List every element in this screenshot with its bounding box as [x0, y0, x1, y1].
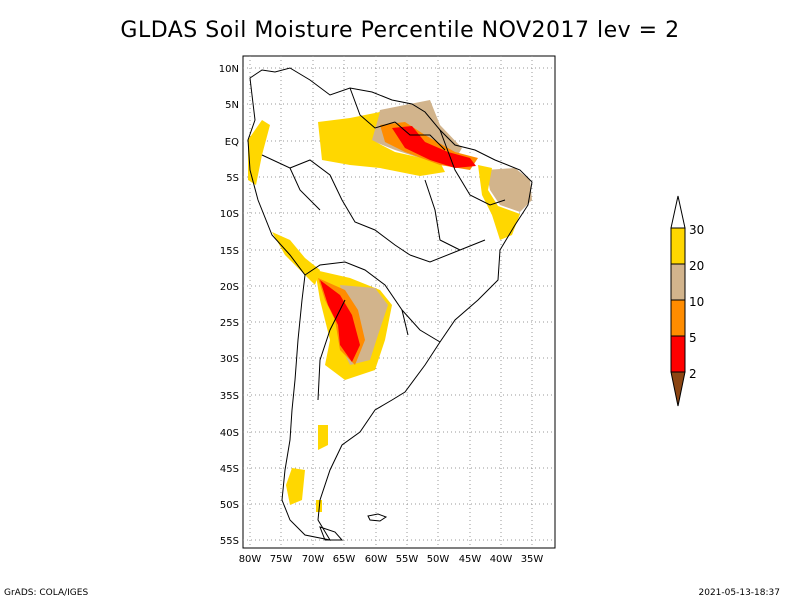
patch-yellow-patagonia-1: [318, 425, 328, 450]
border-3: [261, 154, 321, 211]
patch-yellow-north: [318, 112, 445, 176]
lon-label: 40W: [490, 554, 513, 565]
legend-band-20-30: [670, 227, 686, 265]
lat-label: 55S: [220, 536, 239, 547]
lon-label: 55W: [396, 554, 419, 565]
lon-label: 70W: [302, 554, 325, 565]
legend-label: 5: [689, 331, 697, 345]
lon-label: 80W: [239, 554, 262, 565]
lon-label: 75W: [270, 554, 293, 565]
lat-label: 5S: [226, 173, 239, 184]
patch-tan-ne: [486, 168, 532, 212]
lat-label: EQ: [225, 137, 239, 148]
percentile-patches: [248, 100, 532, 512]
grid: [243, 56, 555, 548]
patch-yellow-nw: [248, 120, 270, 185]
falklands: [367, 513, 388, 522]
legend-below: [670, 371, 686, 407]
border-8: [401, 309, 441, 343]
border-10: [424, 179, 461, 251]
lon-label: 45W: [459, 554, 482, 565]
lat-label: 25S: [220, 318, 239, 329]
footer-credit: GrADS: COLA/IGES: [4, 588, 89, 598]
border-9: [439, 129, 506, 206]
lon-label: 65W: [333, 554, 356, 565]
legend-labels: 30 20 10 5 2: [689, 223, 704, 381]
legend-label: 10: [689, 295, 704, 309]
legend-band-2-5: [670, 335, 686, 373]
lat-label: 20S: [220, 282, 239, 293]
footer-timestamp: 2021-05-13-18:37: [698, 588, 781, 598]
patch-red-north: [392, 126, 476, 168]
border-5: [317, 299, 346, 401]
lat-labels: 10N 5N EQ 5S 10S 15S 20S 25S 30S 35S 40S…: [219, 64, 239, 547]
map-title: GLDAS Soil Moisture Percentile NOV2017 l…: [120, 18, 680, 43]
border-6: [409, 239, 486, 263]
lat-label: 50S: [220, 500, 239, 511]
color-legend: [670, 195, 686, 407]
legend-band-10-20: [670, 263, 686, 301]
lat-label: 15S: [220, 246, 239, 257]
patch-red-south: [320, 280, 360, 362]
lon-label: 60W: [365, 554, 388, 565]
lat-label: 5N: [225, 100, 239, 111]
lat-label: 45S: [220, 464, 239, 475]
border-7: [394, 121, 446, 151]
lat-label: 40S: [220, 428, 239, 439]
lon-label: 50W: [427, 554, 450, 565]
plot-frame: [242, 55, 556, 549]
legend-band-5-10: [670, 299, 686, 337]
south-america-outline: [247, 67, 533, 541]
lat-label: 30S: [220, 354, 239, 365]
lat-label: 10S: [220, 209, 239, 220]
legend-label: 30: [689, 223, 704, 237]
legend-above: [670, 195, 686, 229]
patch-yellow-andes: [272, 232, 320, 285]
patch-yellow-ne: [478, 165, 520, 240]
lon-labels: 80W 75W 70W 65W 60W 55W 50W 45W 40W 35W: [239, 554, 544, 565]
lat-label: 10N: [219, 64, 239, 75]
lon-label: 35W: [521, 554, 544, 565]
patch-yellow-patagonia-2: [286, 468, 305, 505]
coastlines: [247, 67, 533, 541]
legend-label: 2: [689, 367, 697, 381]
border-1: [289, 159, 411, 256]
border-4: [349, 87, 396, 129]
legend-label: 20: [689, 259, 704, 273]
lat-label: 35S: [220, 391, 239, 402]
tierra-del-fuego: [319, 526, 344, 541]
